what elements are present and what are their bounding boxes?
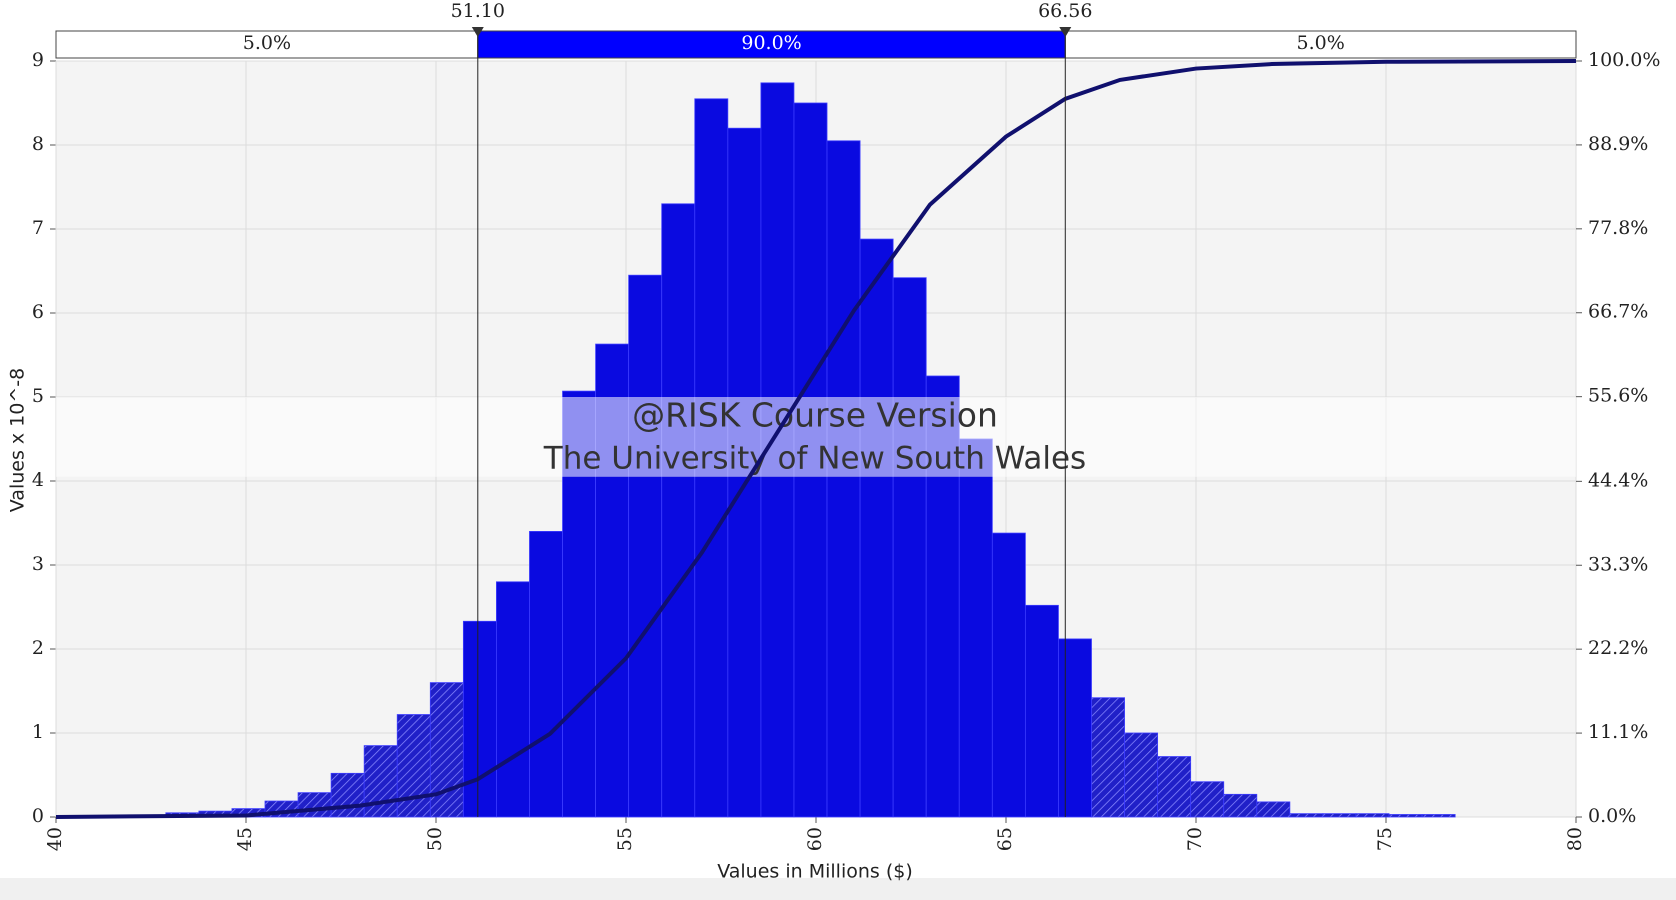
delimiter-label: 66.56 — [1038, 0, 1092, 22]
bar — [661, 203, 696, 818]
y2-tick-label: 77.8% — [1588, 217, 1648, 239]
bar — [991, 532, 1026, 818]
bar — [628, 274, 663, 818]
delimiter-marker — [1059, 27, 1072, 37]
y-tick-label: 6 — [32, 301, 44, 323]
bar — [958, 438, 993, 818]
y2-tick-label: 33.3% — [1588, 553, 1648, 575]
x-tick-label: 55 — [614, 827, 636, 851]
bar — [1289, 813, 1324, 818]
bar — [330, 772, 365, 818]
x-tick-label: 70 — [1184, 827, 1206, 851]
y-tick-label: 2 — [32, 637, 44, 659]
bar — [1124, 732, 1159, 818]
y-tick-label: 3 — [32, 553, 44, 575]
bar — [1157, 756, 1192, 818]
bar — [859, 238, 894, 818]
y2-tick-label: 11.1% — [1588, 721, 1648, 743]
y-tick-label: 4 — [32, 469, 44, 491]
y-tick-label: 0 — [32, 805, 44, 827]
bar — [1388, 814, 1423, 818]
y-axis-title: Values x 10^-8 — [7, 368, 29, 512]
x-tick-label: 40 — [44, 827, 66, 851]
bar — [1322, 813, 1357, 818]
y2-tick-label: 44.4% — [1588, 469, 1648, 491]
bar — [429, 682, 464, 818]
y2-tick-label: 55.6% — [1588, 385, 1648, 407]
bar — [1355, 813, 1390, 818]
bar — [297, 792, 332, 818]
bar — [529, 531, 563, 818]
x-tick-label: 65 — [994, 827, 1016, 851]
band-label: 90.0% — [741, 32, 801, 54]
bar — [496, 581, 530, 818]
y2-tick-label: 22.2% — [1588, 637, 1648, 659]
watermark-line: @RISK Course Version — [632, 396, 998, 435]
bar — [1091, 697, 1125, 818]
x-tick-label: 60 — [804, 827, 826, 851]
y-tick-label: 7 — [32, 217, 44, 239]
band — [55, 30, 479, 59]
y2-tick-label: 66.7% — [1588, 301, 1648, 323]
y-tick-label: 8 — [32, 133, 44, 155]
bar — [892, 277, 927, 818]
y-tick-label: 5 — [32, 385, 44, 407]
bar — [1223, 793, 1258, 818]
cumulative-line — [55, 59, 1577, 819]
delimiter-marker — [471, 27, 484, 37]
y-tick-label: 9 — [32, 49, 44, 71]
delimiter-label: 51.10 — [451, 0, 505, 22]
bar — [826, 140, 861, 818]
footer-strip — [0, 878, 1676, 900]
watermark-line: The University of New South Wales — [543, 441, 1086, 477]
y2-tick-label: 88.9% — [1588, 133, 1648, 155]
x-axis-title: Values in Millions ($) — [717, 861, 913, 883]
bar — [1256, 801, 1291, 818]
bar — [1190, 781, 1225, 818]
bar — [1058, 638, 1092, 818]
bar — [1421, 814, 1456, 818]
x-tick-label: 75 — [1374, 827, 1396, 851]
y2-tick-label: 0.0% — [1588, 805, 1636, 827]
y-tick-label: 1 — [32, 721, 44, 743]
x-tick-label: 80 — [1564, 827, 1586, 851]
y2-tick-label: 100.0% — [1588, 49, 1660, 71]
bar — [396, 714, 431, 818]
band-label: 5.0% — [243, 32, 291, 54]
watermark-band — [56, 397, 1576, 477]
band-label: 5.0% — [1296, 32, 1344, 54]
bar — [1024, 604, 1059, 818]
bar — [462, 620, 497, 818]
x-tick-label: 45 — [234, 827, 256, 851]
x-tick-label: 50 — [424, 827, 446, 851]
